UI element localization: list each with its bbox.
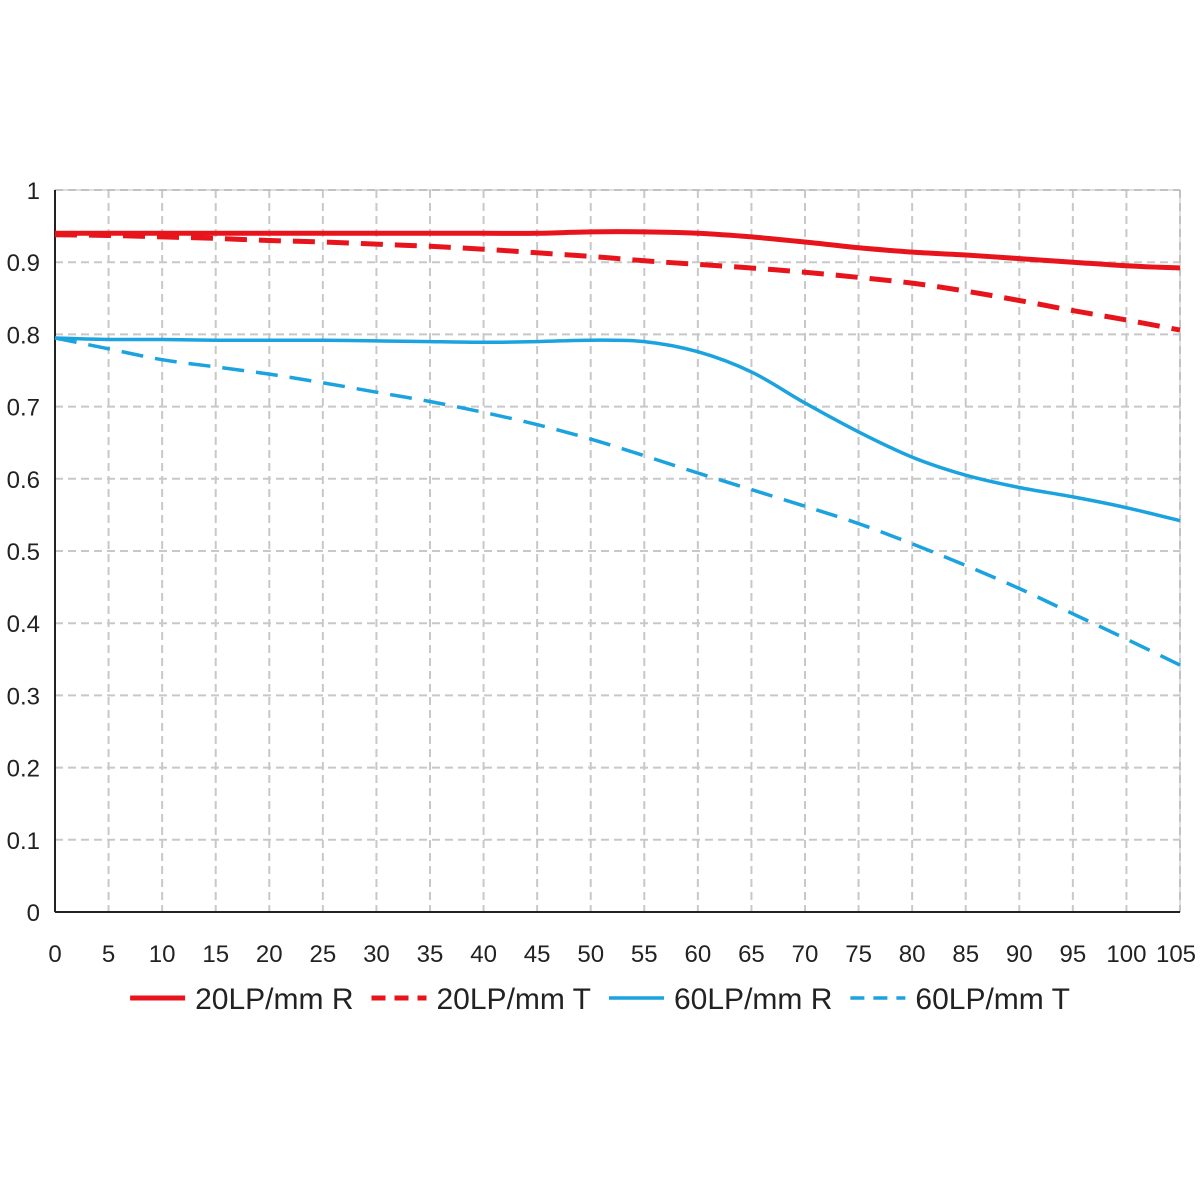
x-tick-label: 95: [1060, 941, 1087, 968]
x-tick-labels: 0 5 10 15 20 25 30 35 40 45 50 55 60 65 70 75 80 85 90 95 10…: [48, 941, 1196, 968]
y-tick-label: 0.8: [7, 322, 40, 349]
x-tick-label: 70: [792, 941, 819, 968]
y-tick-label: 1: [27, 178, 40, 205]
x-tick-label: 25: [310, 941, 337, 968]
x-tick-label: 60: [685, 941, 712, 968]
series-line-60lp-mm-t: [54, 336, 1181, 667]
x-tick-label: 10: [149, 941, 176, 968]
x-tick-label: 75: [845, 941, 872, 968]
y-tick-labels: 0 0.1 0.2 0.3 0.4 0.5 0.6 0.7 0.8 0.9 1: [7, 178, 40, 927]
x-tick-label: 80: [899, 941, 926, 968]
y-tick-label: 0.2: [7, 756, 40, 783]
x-tick-label: 45: [524, 941, 551, 968]
legend: 20LP/mm R 20LP/mm T 60LP/mm R 60LP/mm T: [130, 983, 1070, 1016]
legend-label: 60LP/mm T: [915, 983, 1070, 1016]
x-tick-label: 40: [470, 941, 497, 968]
legend-label: 20LP/mm R: [195, 983, 353, 1016]
y-tick-label: 0.9: [7, 250, 40, 277]
y-tick-label: 0: [27, 900, 40, 927]
x-tick-label: 50: [577, 941, 604, 968]
y-tick-label: 0.1: [7, 828, 40, 855]
x-tick-label: 55: [631, 941, 658, 968]
y-tick-label: 0.6: [7, 467, 40, 494]
axes: [54, 189, 1181, 913]
x-tick-label: 105: [1156, 941, 1196, 968]
x-tick-label: 20: [256, 941, 283, 968]
series-line-20lp-mm-r: [55, 229, 1181, 271]
legend-label: 60LP/mm R: [674, 983, 832, 1016]
y-tick-label: 0.4: [7, 611, 40, 638]
y-tick-label: 0.7: [7, 395, 40, 422]
series-lines: [54, 229, 1181, 667]
x-tick-label: 15: [202, 941, 229, 968]
x-tick-label: 85: [952, 941, 979, 968]
x-tick-label: 0: [48, 941, 61, 968]
x-tick-label: 35: [417, 941, 444, 968]
y-tick-label: 0.5: [7, 539, 40, 566]
x-tick-label: 5: [102, 941, 115, 968]
x-tick-label: 65: [738, 941, 765, 968]
legend-label: 20LP/mm T: [437, 983, 592, 1016]
series-line-60lp-mm-r: [54, 336, 1181, 523]
y-tick-label: 0.3: [7, 683, 40, 710]
x-tick-label: 90: [1006, 941, 1033, 968]
x-tick-label: 30: [363, 941, 390, 968]
series-line-20lp-mm-t: [54, 232, 1181, 333]
x-tick-label: 100: [1106, 941, 1146, 968]
